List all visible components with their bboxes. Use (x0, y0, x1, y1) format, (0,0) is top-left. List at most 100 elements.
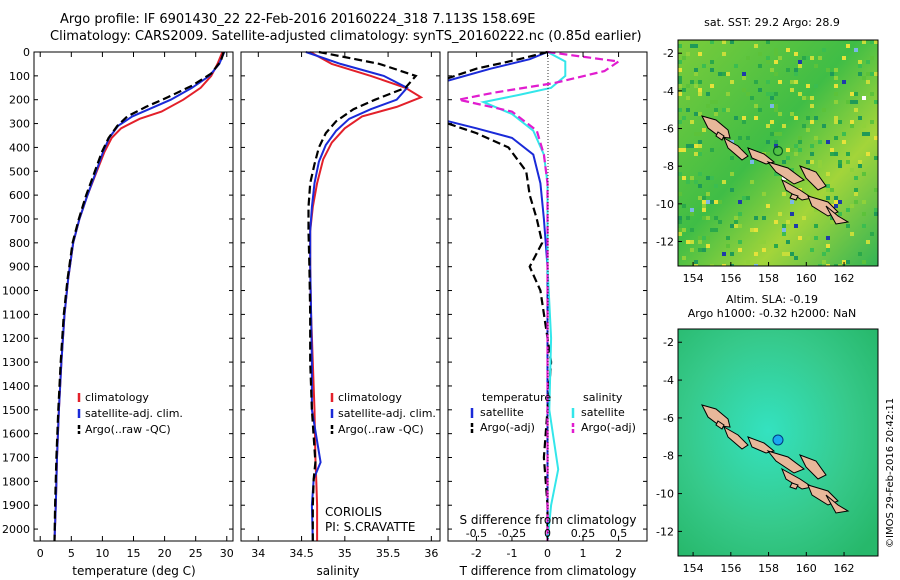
sst-pixel (794, 224, 798, 228)
sst-pixel (730, 80, 734, 84)
sst-pixel (838, 264, 842, 266)
sla-islands (701, 404, 850, 514)
sst-pixel (726, 244, 730, 248)
y-tick-label: 1500 (2, 404, 30, 417)
island-0 (701, 115, 731, 139)
series-line-temperature-1 (53, 51, 226, 542)
sst-pixel (678, 68, 682, 72)
sst-pixel (830, 148, 834, 152)
sst-pixel (730, 156, 734, 160)
legend-label: satellite (480, 406, 524, 419)
sst-pixel (830, 220, 834, 224)
sst-pixel (774, 48, 778, 52)
sst-pixel (786, 68, 790, 72)
sst-pixel (734, 64, 738, 68)
legend-label: satellite-adj. clim. (338, 407, 436, 420)
s-tick-label: -0.25 (498, 527, 526, 540)
sst-field-pixels (678, 40, 878, 266)
sst-pixel (790, 168, 794, 172)
sst-pixel (714, 200, 718, 204)
series-line-difference-3 (458, 50, 622, 541)
sst-pixel (806, 128, 810, 132)
sst-pixel (766, 40, 770, 44)
sst-pixel (706, 92, 710, 96)
sst-pixel (678, 60, 682, 64)
series-line-salinity-1 (305, 51, 409, 542)
sst-pixel (858, 60, 862, 64)
difference-plot: -2 -1 0 1 2 -0.5 -0.25 0 0.25 0.5 T difference fr… (447, 50, 648, 578)
sst-map-frame (677, 39, 879, 267)
sst-pixel (770, 132, 774, 136)
sst-pixel (774, 108, 778, 112)
sla-map: Altim. SLA: -0.19 Argo h1000: -0.32 h200… (656, 293, 879, 575)
figure-subtitle: Climatology: CARS2009. Satellite-adjuste… (50, 29, 642, 44)
y-tick-label: 1200 (2, 332, 30, 345)
sst-pixel (822, 252, 826, 256)
sst-pixel (774, 220, 778, 224)
sst-pixel (834, 120, 838, 124)
sst-pixel (754, 228, 758, 232)
sst-pixel (822, 108, 826, 112)
sst-pixel (750, 180, 754, 184)
map-y-tick-label: -2 (663, 336, 674, 349)
island-0 (701, 404, 731, 428)
sst-pixel (698, 196, 702, 200)
sst-pixel (694, 180, 698, 184)
sst-pixel (734, 220, 738, 224)
sst-pixel (698, 80, 702, 84)
sst-pixel (854, 100, 858, 104)
sst-pixel (698, 236, 702, 240)
map-x-tick-label: 160 (796, 272, 817, 285)
map-x-tick-label: 154 (683, 562, 704, 575)
legend-label: climatology (85, 391, 149, 404)
series-line-difference-1 (447, 50, 553, 541)
series-line-salinity-0 (309, 51, 424, 541)
sst-pixel (858, 64, 862, 68)
sst-pixel (790, 88, 794, 92)
sst-pixel (686, 240, 690, 244)
sst-pixel (678, 108, 682, 112)
sst-pixel (858, 160, 862, 164)
sst-map-title: sat. SST: 29.2 Argo: 28.9 (704, 16, 840, 29)
sst-pixel (770, 120, 774, 124)
sst-pixel (806, 84, 810, 88)
x-tick-label: 0 (544, 547, 551, 560)
sst-pixel (690, 208, 694, 212)
sst-pixel (858, 116, 862, 120)
legend-title-salinity: salinity (583, 391, 623, 404)
sst-pixel (794, 52, 798, 56)
sst-pixel (738, 212, 742, 216)
sst-pixel (862, 76, 866, 80)
sst-pixel (850, 204, 854, 208)
sst-pixel (850, 124, 854, 128)
sst-pixel (874, 188, 878, 192)
sst-pixel (842, 80, 846, 84)
sst-pixel (722, 180, 726, 184)
map-y-tick-label: -12 (656, 525, 674, 538)
sst-pixel (726, 108, 730, 112)
sst-pixel (790, 212, 794, 216)
sst-pixel (702, 216, 706, 220)
sst-pixel (814, 236, 818, 240)
sst-pixel (694, 264, 698, 266)
sst-pixel (854, 48, 858, 52)
y-tick-label: 900 (9, 261, 30, 274)
sst-pixel (702, 204, 706, 208)
sst-pixel (694, 112, 698, 116)
series-line-salinity-2 (307, 50, 418, 541)
sst-pixel (866, 240, 870, 244)
sst-pixel (818, 140, 822, 144)
sst-pixel (794, 256, 798, 260)
sst-pixel (782, 124, 786, 128)
sst-pixel (710, 68, 714, 72)
sst-islands (701, 115, 850, 225)
sst-pixel (778, 80, 782, 84)
island-1 (723, 425, 749, 450)
sst-pixel (698, 148, 702, 152)
sst-pixel (738, 248, 742, 252)
sst-pixel (762, 216, 766, 220)
map-x-tick-label: 162 (834, 562, 855, 575)
sst-pixel (754, 104, 758, 108)
map-x-tick-label: 154 (683, 272, 704, 285)
island-1 (723, 136, 749, 161)
